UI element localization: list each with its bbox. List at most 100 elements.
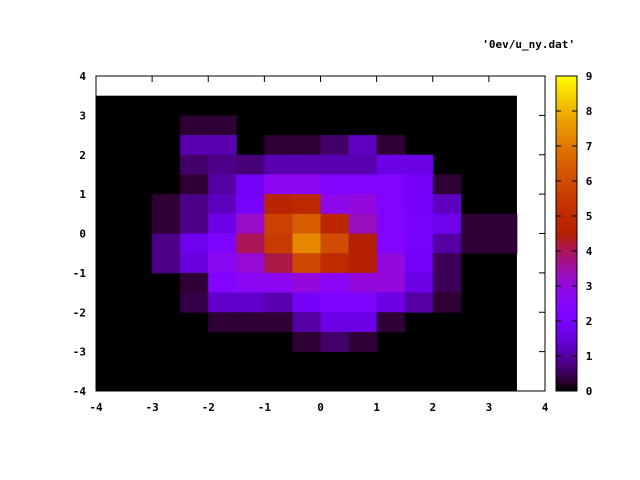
heatmap-cell <box>348 233 378 254</box>
heatmap-cell <box>208 174 237 195</box>
heatmap-cell <box>432 253 462 274</box>
heatmap-cell <box>264 213 293 234</box>
heatmap-cell <box>208 213 237 234</box>
heatmap-cell <box>404 233 434 254</box>
x-tick-label: 1 <box>373 401 380 414</box>
heatmap-cell <box>320 135 349 156</box>
x-tick-label: 0 <box>317 401 324 414</box>
heatmap-cell <box>432 174 462 195</box>
heatmap-cell <box>376 292 406 313</box>
heatmap-cell <box>180 233 209 254</box>
heatmap-cell <box>180 292 209 313</box>
heatmap-cell <box>320 174 349 195</box>
heatmap-cell <box>292 272 321 293</box>
y-tick-label: 0 <box>79 228 86 241</box>
heatmap-cell <box>180 213 209 234</box>
colorbar-tick-label: 7 <box>586 140 593 153</box>
heatmap-cell <box>432 233 462 254</box>
y-tick-label: 3 <box>79 109 86 122</box>
heatmap-cell <box>236 194 265 215</box>
heatmap-cell <box>404 253 434 274</box>
heatmap-cell <box>152 253 181 274</box>
heatmap-cell <box>348 154 378 175</box>
heatmap-cell <box>264 174 293 195</box>
heatmap-cell <box>404 194 434 215</box>
heatmap-cell <box>236 213 265 234</box>
heatmap-cell <box>292 312 321 333</box>
heatmap-cell <box>152 213 181 234</box>
x-tick-label: 3 <box>486 401 493 414</box>
x-tick-label: -4 <box>89 401 103 414</box>
y-tick-label: 1 <box>79 188 86 201</box>
heatmap-cells <box>96 95 518 391</box>
heatmap-cell <box>376 253 406 274</box>
heatmap-cell <box>292 253 321 274</box>
colorbar-tick-label: 0 <box>586 385 593 398</box>
heatmap-cell <box>208 135 237 156</box>
x-tick-label: -1 <box>258 401 272 414</box>
heatmap-cell <box>236 174 265 195</box>
heatmap-cell <box>292 174 321 195</box>
heatmap-cell <box>292 154 321 175</box>
heatmap-cell <box>404 272 434 293</box>
heatmap-cell <box>432 292 462 313</box>
heatmap-cell <box>152 233 181 254</box>
heatmap-cell <box>320 194 349 215</box>
heatmap-cell <box>376 135 406 156</box>
heatmap-cell <box>292 135 321 156</box>
heatmap-cell <box>348 213 378 234</box>
heatmap-cell <box>236 312 265 333</box>
heatmap-cell <box>348 331 378 353</box>
heatmap-cell <box>376 194 406 215</box>
heatmap-cell <box>376 154 406 175</box>
heatmap-cell <box>236 154 265 175</box>
x-tick-label: -3 <box>146 401 159 414</box>
heatmap-cell <box>376 174 406 195</box>
colorbar-tick-label: 5 <box>586 210 593 223</box>
heatmap-cell <box>404 213 434 234</box>
heatmap-cell <box>320 213 349 234</box>
heatmap-cell <box>236 292 265 313</box>
heatmap-cell <box>292 194 321 215</box>
colorbar-tick-label: 2 <box>586 315 593 328</box>
heatmap-cell <box>264 272 293 293</box>
heatmap-cell <box>180 115 209 136</box>
y-tick-label: -4 <box>73 385 87 398</box>
y-tick-label: 4 <box>79 70 86 83</box>
heatmap-cell <box>348 174 378 195</box>
heatmap-cell <box>208 272 237 293</box>
y-tick-label: -1 <box>73 267 87 280</box>
colorbar <box>555 75 578 392</box>
heatmap-cell <box>264 292 293 313</box>
heatmap-cell <box>208 233 237 254</box>
y-tick-label: -3 <box>73 346 86 359</box>
heatmap-cell <box>348 312 378 333</box>
heatmap-cell <box>404 174 434 195</box>
heatmap-cell <box>180 272 209 293</box>
colorbar-tick-label: 3 <box>586 280 593 293</box>
heatmap-cell <box>460 213 490 234</box>
heatmap-cell <box>432 272 462 293</box>
heatmap-cell <box>208 115 237 136</box>
heatmap-cell <box>236 233 265 254</box>
heatmap-cell <box>180 174 209 195</box>
heatmap-cell <box>348 253 378 274</box>
heatmap-cell <box>488 213 518 234</box>
heatmap-cell <box>432 194 462 215</box>
chart-title: '0ev/u_ny.dat' <box>482 38 575 51</box>
heatmap-cell <box>348 135 378 156</box>
heatmap-cell <box>264 135 293 156</box>
heatmap-cell <box>180 135 209 156</box>
heatmap-cell <box>180 194 209 215</box>
heatmap-cell <box>404 292 434 313</box>
heatmap-cell <box>264 154 293 175</box>
heatmap-cell <box>292 213 321 234</box>
heatmap-cell <box>264 194 293 215</box>
y-tick-label: 2 <box>79 149 86 162</box>
heatmap-cell <box>432 213 462 234</box>
heatmap-cell <box>376 213 406 234</box>
heatmap-cell <box>404 154 434 175</box>
heatmap-cell <box>208 292 237 313</box>
heatmap-cell <box>488 233 518 254</box>
